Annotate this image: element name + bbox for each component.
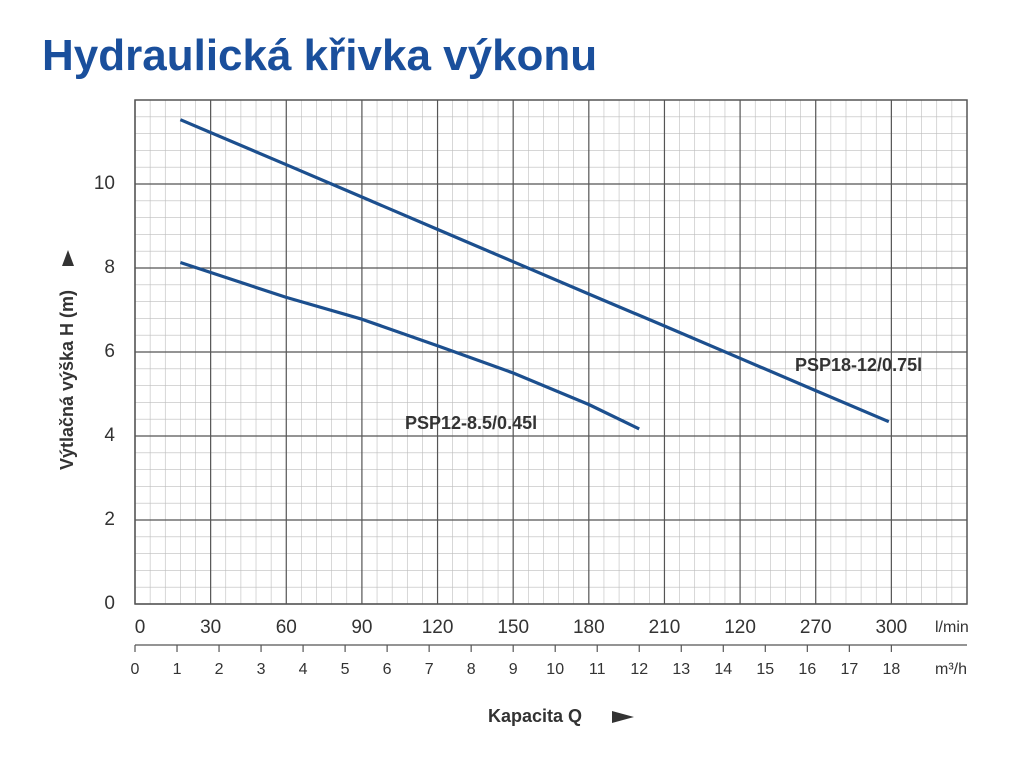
x-tick-label: 120 bbox=[422, 617, 454, 638]
x2-tick-label: 13 bbox=[672, 661, 690, 678]
x2-tick-label: 9 bbox=[509, 661, 518, 678]
x2-tick-label: 17 bbox=[840, 661, 858, 678]
x-tick-label: 270 bbox=[800, 617, 832, 638]
x2-tick-label: 0 bbox=[131, 661, 140, 678]
y-tick-label: 4 bbox=[104, 425, 115, 446]
x2-tick-label: 5 bbox=[341, 661, 350, 678]
y-tick-label: 2 bbox=[104, 509, 115, 530]
x-tick-label: 180 bbox=[573, 617, 605, 638]
x-tick-label: 150 bbox=[497, 617, 529, 638]
y-tick-label: 10 bbox=[94, 173, 115, 194]
x-tick-label: 120 bbox=[724, 617, 756, 638]
x-tick-label: 210 bbox=[649, 617, 681, 638]
x2-tick-label: 4 bbox=[299, 661, 308, 678]
x2-tick-label: 8 bbox=[467, 661, 476, 678]
x2-tick-label: 11 bbox=[589, 661, 606, 678]
x2-tick-label: 15 bbox=[756, 661, 774, 678]
x-arrow bbox=[612, 711, 634, 723]
x2-tick-label: 6 bbox=[383, 661, 392, 678]
x2-tick-label: 16 bbox=[798, 661, 816, 678]
series-line bbox=[179, 260, 640, 431]
x-tick-label: 90 bbox=[351, 617, 372, 638]
x2-tick-label: 3 bbox=[257, 661, 266, 678]
x-tick-label: 30 bbox=[200, 617, 221, 638]
x-tick-label: 300 bbox=[876, 617, 908, 638]
series-label: PSP18-12/0.75l bbox=[795, 355, 922, 375]
x-unit: l/min bbox=[935, 619, 969, 636]
plot-frame bbox=[134, 99, 968, 605]
y-arrow bbox=[62, 250, 74, 266]
x2-tick-label: 7 bbox=[425, 661, 434, 678]
y-tick-label: 0 bbox=[104, 593, 115, 614]
x-tick-label: 0 bbox=[135, 617, 146, 638]
x-axis-label: Kapacita Q bbox=[488, 706, 582, 726]
y-tick-label: 6 bbox=[104, 341, 115, 362]
y-axis-label: Výtlačná výška H (m) bbox=[57, 290, 77, 470]
x-tick-label: 60 bbox=[276, 617, 297, 638]
x2-tick-label: 1 bbox=[173, 661, 182, 678]
chart-title: Hydraulická křivka výkonu bbox=[42, 31, 597, 80]
series-line bbox=[179, 118, 890, 424]
y-tick-label: 8 bbox=[104, 257, 115, 278]
x2-tick-label: 12 bbox=[630, 661, 648, 678]
x2-tick-label: 18 bbox=[882, 661, 900, 678]
x2-unit: m³/h bbox=[935, 661, 967, 678]
x2-tick-label: 14 bbox=[714, 661, 732, 678]
series-label: PSP12-8.5/0.45l bbox=[405, 413, 537, 433]
x2-tick-label: 10 bbox=[546, 661, 564, 678]
x2-tick-label: 2 bbox=[215, 661, 224, 678]
